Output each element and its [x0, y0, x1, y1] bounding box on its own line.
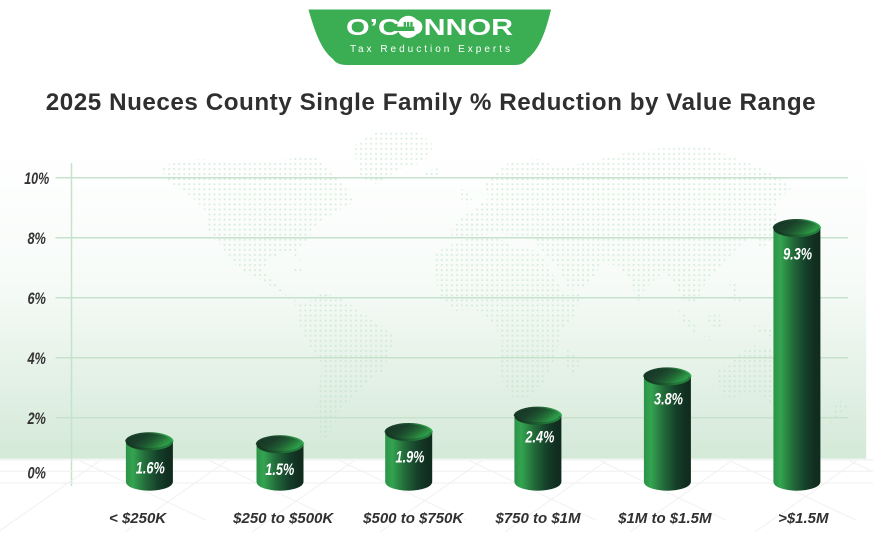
- svg-text:$1M to $1.5M: $1M to $1.5M: [617, 510, 712, 527]
- svg-text:1.9%: 1.9%: [396, 449, 425, 467]
- svg-text:2025 Nueces County Single Fami: 2025 Nueces County Single Family % Reduc…: [46, 89, 816, 116]
- svg-text:$750 to $1M: $750 to $1M: [494, 510, 581, 527]
- svg-text:4%: 4%: [27, 350, 47, 368]
- svg-text:2%: 2%: [27, 410, 47, 428]
- svg-text:8%: 8%: [27, 230, 46, 248]
- svg-text:O’CONNOR: O’CONNOR: [346, 14, 513, 40]
- svg-text:$250 to $500K: $250 to $500K: [232, 510, 334, 527]
- svg-text:$500 to $750K: $500 to $750K: [362, 510, 464, 527]
- svg-text:< $250K: < $250K: [109, 510, 167, 527]
- svg-text:3.8%: 3.8%: [654, 390, 683, 408]
- svg-text:>$1.5M: >$1.5M: [778, 510, 829, 527]
- svg-text:0%: 0%: [27, 464, 46, 482]
- svg-text:10%: 10%: [24, 170, 49, 188]
- svg-text:1.6%: 1.6%: [136, 459, 165, 477]
- svg-text:9.3%: 9.3%: [783, 246, 812, 264]
- svg-text:Tax Reduction Experts: Tax Reduction Experts: [350, 44, 510, 55]
- svg-text:1.5%: 1.5%: [265, 461, 294, 479]
- svg-text:2.4%: 2.4%: [525, 429, 555, 447]
- svg-text:6%: 6%: [27, 290, 46, 308]
